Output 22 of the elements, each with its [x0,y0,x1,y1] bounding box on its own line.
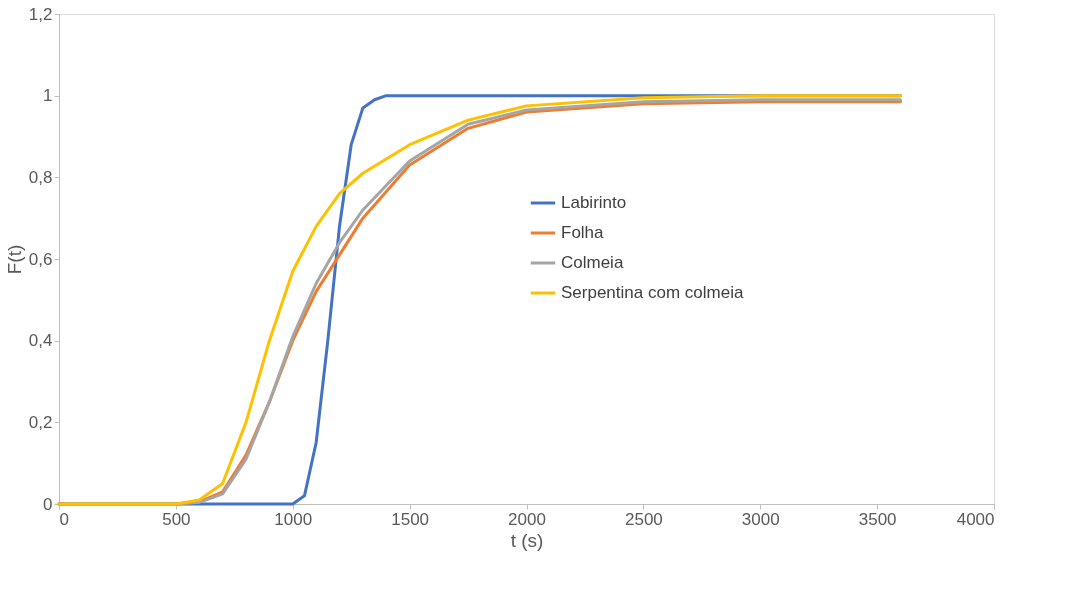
legend-label: Folha [561,223,605,242]
legend-label: Labirinto [561,193,627,212]
x-tick-label: 500 [162,509,191,529]
y-tick-label: 0,2 [28,412,53,432]
x-tick-label: 3500 [858,509,897,529]
x-tick-label: 3000 [741,509,780,529]
y-tick-label: 1,2 [28,4,53,24]
x-tick-label: 2500 [624,509,663,529]
y-tick-label: 0,8 [28,167,53,187]
x-tick-label: 4000 [956,509,995,529]
x-tick-label: 0 [59,509,69,529]
y-tick-label: 0,4 [28,331,53,351]
x-axis-title: t (s) [510,529,544,551]
x-tick-label: 1000 [274,509,313,529]
y-axis-title: F(t) [3,244,25,275]
y-tick-label: 0 [43,494,53,514]
legend-label: Colmeia [561,253,624,272]
y-tick-label: 0,6 [28,249,53,269]
x-tick-label: 1500 [391,509,430,529]
legend-label: Serpentina com colmeia [561,283,744,302]
x-tick-label: 2000 [508,509,546,529]
y-tick-label: 1 [43,86,53,106]
